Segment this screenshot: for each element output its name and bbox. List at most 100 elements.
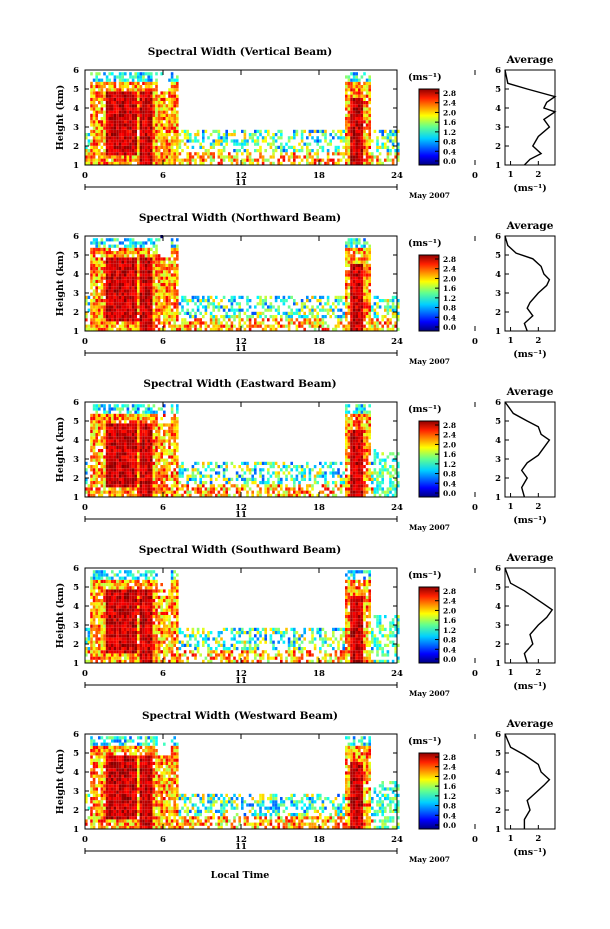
heatmap-cell [157,270,161,274]
heatmap-cell [139,241,143,245]
heatmap-cell [352,487,356,491]
heatmap-cell [134,241,137,245]
heatmap-cell [347,97,351,101]
heatmap-cell [389,133,392,137]
heatmap-cell [139,487,143,491]
heatmap-cell [157,263,161,267]
heatmap-cell [92,465,96,469]
x-tick-label: 0 [472,337,478,347]
heatmap-cell [155,158,158,162]
heatmap-cell [319,324,322,328]
heatmap-cell [376,155,379,159]
heatmap-cell [308,471,312,475]
heatmap-cell [131,487,135,491]
heatmap-cell [186,493,189,497]
heatmap-cell [118,276,122,280]
heatmap-cell [124,263,127,267]
heatmap-cell [108,417,111,421]
heatmap-cell [85,318,88,322]
heatmap-cell [155,88,158,92]
heatmap-cell [126,263,130,267]
heatmap-cell [150,270,153,274]
heatmap-cell [246,142,249,146]
heatmap-cell [152,254,156,258]
heatmap-cell [319,321,322,325]
heatmap-cell [100,413,104,417]
heatmap-cell [233,295,236,299]
heatmap-cell [113,107,117,111]
heatmap-cell [384,145,387,149]
heatmap-cell [360,327,364,331]
heatmap-cell [121,145,124,149]
heatmap-cell [397,129,400,133]
heatmap-cell [183,484,187,488]
heatmap-cell [313,308,317,312]
heatmap-cell [170,283,174,287]
heatmap-cell [173,257,176,261]
heatmap-cell [173,481,176,485]
heatmap-cell [394,133,397,137]
heatmap-cell [118,142,122,146]
heatmap-cell [121,404,124,408]
heatmap-cell [176,484,179,488]
heatmap-cell [131,123,135,127]
heatmap-cell [350,429,353,433]
heatmap-cell [267,129,270,133]
heatmap-cell [103,461,106,465]
heatmap-cell [334,152,338,156]
heatmap-cell [191,468,195,472]
heatmap-cell [306,305,309,309]
heatmap-cell [394,129,397,133]
heatmap-cell [386,311,390,315]
heatmap-cell [103,311,106,315]
heatmap-cell [355,305,358,309]
heatmap-cell [235,474,239,478]
heatmap-cell [311,136,314,140]
heatmap-cell [285,311,288,315]
heatmap-cell [241,461,244,465]
heatmap-cell [126,455,130,459]
heatmap-cell [100,449,104,453]
heatmap-cell [157,139,161,143]
heatmap-cell [355,88,358,92]
heatmap-cell [160,292,163,296]
heatmap-cell [152,123,156,127]
heatmap-cell [347,439,351,443]
heatmap-cell [358,433,361,437]
heatmap-cell [121,429,124,433]
heatmap-cell [139,458,143,462]
heatmap-cell [129,152,132,156]
heatmap-cell [212,305,215,309]
heatmap-cell [350,123,353,127]
heatmap-cell [178,302,182,306]
heatmap-cell [144,449,148,453]
heatmap-cell [103,276,106,280]
heatmap-cell [157,289,161,293]
heatmap-cell [108,458,111,462]
heatmap-cell [311,321,314,325]
heatmap-cell [134,452,137,456]
heatmap-cell [90,270,93,274]
heatmap-cell [363,101,366,105]
heatmap-cell [126,107,130,111]
heatmap-cell [355,113,358,117]
heatmap-cell [264,327,267,331]
heatmap-cell [165,474,169,478]
heatmap-cell [100,267,104,271]
heatmap-cell [150,254,153,258]
heatmap-cell [137,107,140,111]
colorbar-tick-label: 2.4 [443,265,456,274]
average-y-tick-label: 4 [495,270,501,280]
heatmap-cell [157,315,161,319]
heatmap-cell [173,133,176,137]
heatmap-cell [280,299,283,303]
heatmap-cell [105,139,109,143]
heatmap-cell [111,436,114,440]
heatmap-cell [363,407,366,411]
heatmap-cell [189,139,192,143]
heatmap-cell [277,481,280,485]
heatmap-cell [124,471,127,475]
heatmap-cell [261,481,265,485]
heatmap-cell [147,465,150,469]
heatmap-cell [259,129,262,133]
